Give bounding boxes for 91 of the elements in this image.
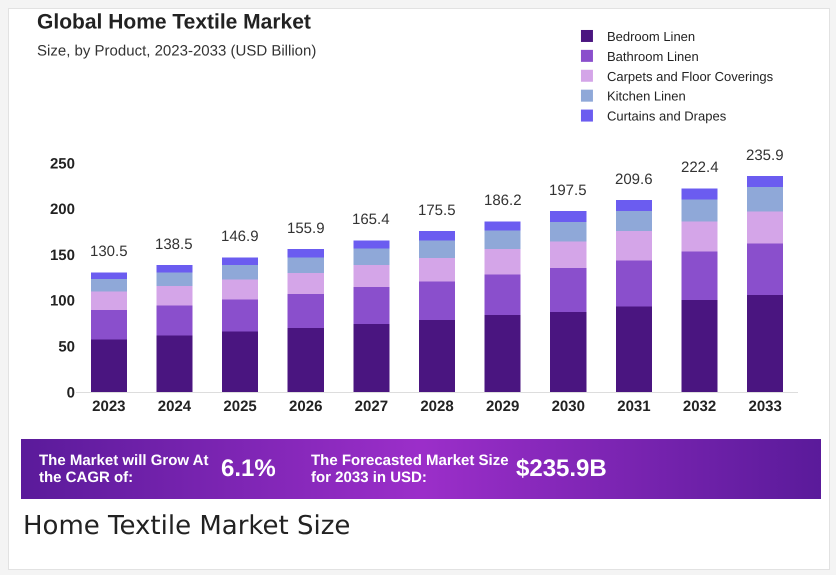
text: Home Textile Market Size (23, 511, 350, 541)
bar (682, 188, 718, 200)
bar (222, 332, 258, 392)
bar (747, 186, 784, 212)
bar (747, 212, 784, 244)
x-tick-label: 2031 (617, 398, 651, 415)
bar (222, 279, 258, 300)
bar (353, 240, 390, 249)
bar (90, 292, 127, 310)
bar (222, 257, 258, 265)
x-tick-label: 2026 (289, 398, 322, 415)
total-label: 155.9 (287, 220, 325, 237)
bar (222, 300, 258, 332)
y-tick-label: 150 (50, 246, 75, 264)
bar (550, 268, 586, 312)
bar (418, 240, 456, 258)
bar (550, 222, 586, 242)
total-label: 175.5 (418, 202, 456, 219)
bar (616, 260, 652, 306)
bar (288, 294, 324, 328)
y-tick-label: 100 (50, 292, 75, 310)
x-tick-label: 2024 (158, 398, 192, 415)
chart-subtitle: Size, by Product, 2023-2033 (USD Billion) (37, 42, 316, 60)
y-tick-label: 0 (66, 384, 75, 402)
bar (288, 273, 324, 294)
bar (156, 272, 192, 286)
bar (484, 248, 521, 275)
bar (353, 324, 390, 392)
bar (616, 231, 652, 260)
total-label: 138.5 (155, 236, 193, 253)
x-tick-label: 2027 (354, 398, 388, 415)
chart-title: Global Home Textile Market (37, 10, 311, 34)
bar (550, 312, 586, 392)
bar (682, 300, 718, 392)
bar (418, 258, 456, 282)
bar (616, 211, 652, 232)
legend-label: Kitchen Linen (606, 88, 686, 104)
legend-label: Curtains and Drapes (606, 108, 727, 124)
x-tick-label: 2030 (552, 398, 585, 415)
total-label: 222.4 (681, 159, 719, 176)
bar (156, 265, 192, 272)
bar (484, 274, 521, 315)
bar (288, 249, 324, 258)
total-label: 197.5 (549, 182, 587, 199)
bar (353, 287, 390, 324)
bar (90, 339, 127, 392)
bar (484, 230, 521, 249)
bar (222, 264, 258, 280)
bar (156, 286, 192, 306)
legend-label: Bathroom Linen (606, 48, 699, 64)
x-tick-label: 2023 (92, 398, 126, 415)
bar (353, 248, 390, 266)
total-label: 146.9 (221, 228, 259, 245)
y-tick-label: 50 (58, 338, 75, 356)
total-label: 186.2 (484, 192, 522, 209)
bar (484, 314, 521, 392)
legend-label: Bedroom Linen (606, 29, 696, 44)
y-tick-label: 250 (50, 155, 75, 172)
bar (747, 176, 784, 187)
bar (747, 295, 784, 392)
total-label: 130.5 (90, 243, 128, 260)
bar (616, 200, 652, 211)
bar (288, 257, 324, 274)
bar (418, 320, 456, 392)
x-tick-label: 2029 (486, 398, 520, 415)
x-tick-label: 2033 (748, 398, 782, 415)
bar (682, 251, 718, 300)
bar (90, 310, 127, 340)
x-tick-label: 2032 (682, 398, 716, 415)
x-tick-label: 2028 (420, 398, 454, 415)
bar (682, 221, 718, 252)
bar (90, 272, 127, 279)
bar (418, 282, 456, 320)
bar (747, 244, 784, 295)
bar (156, 336, 192, 392)
bar (353, 265, 390, 288)
bar (616, 306, 652, 392)
x-tick-label: 2025 (223, 398, 257, 415)
bar (484, 221, 521, 231)
bar (550, 241, 586, 268)
bar (156, 305, 192, 336)
bar (90, 278, 127, 292)
legend-label: Carpets and Floor Coverings (606, 68, 774, 84)
bar (288, 328, 324, 392)
bar (550, 211, 586, 222)
total-label: 235.9 (746, 147, 784, 164)
total-label: 209.6 (615, 171, 653, 188)
total-label: 165.4 (352, 211, 390, 228)
bar (418, 231, 456, 240)
y-tick-label: 200 (50, 201, 75, 218)
bar (682, 199, 718, 222)
